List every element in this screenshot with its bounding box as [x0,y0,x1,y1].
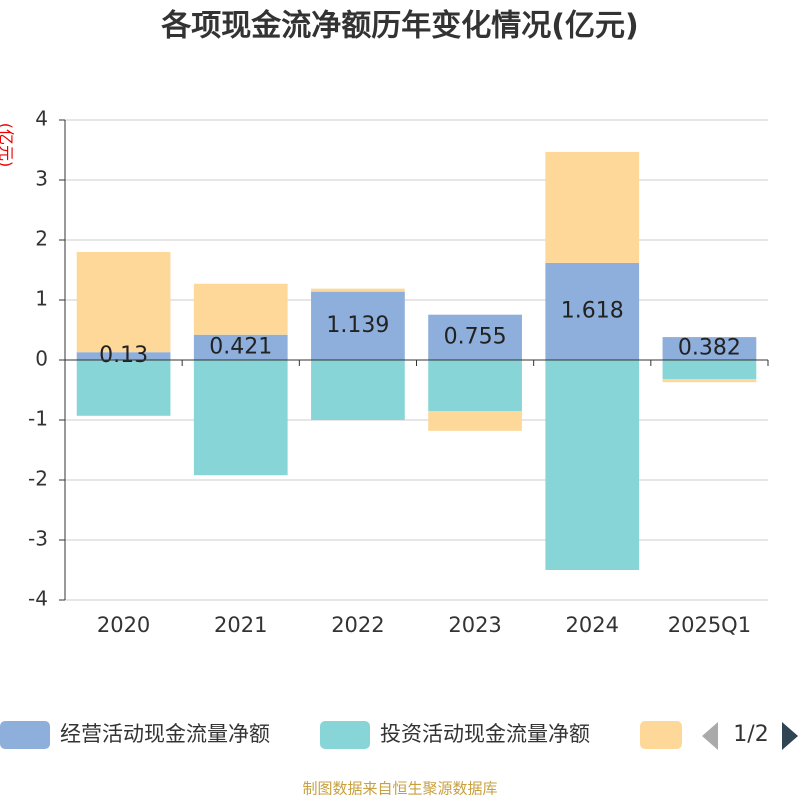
data-label: 1.618 [561,298,624,323]
legend-label: 经营活动现金流量净额 [60,722,270,746]
bar [193,360,288,476]
bar [311,360,405,420]
data-label: 0.421 [209,334,272,359]
x-tick-label: 2021 [214,613,267,637]
prev-page[interactable] [702,722,718,750]
bar [193,334,288,360]
bar [662,337,757,360]
bar [662,379,757,383]
y-tick-label: 4 [35,107,48,131]
data-label: 0.755 [444,324,507,349]
bar [76,360,171,416]
x-tick-label: 2020 [97,613,150,637]
bar [76,252,171,353]
bar [428,360,522,411]
legend-swatch [640,721,682,749]
y-tick-label: -4 [28,587,48,611]
x-tick-label: 2022 [331,613,384,637]
y-tick-label: -3 [28,527,48,551]
data-label: 1.139 [326,313,389,338]
pager: 1/2 [733,722,768,747]
bar [428,314,522,360]
next-page[interactable] [782,722,798,750]
x-tick-label: 2024 [566,613,619,637]
bar [428,411,522,431]
legend-label: 投资活动现金流量净额 [380,722,590,746]
bar [193,283,288,335]
source: 制图数据来自恒生聚源数据库 [302,780,497,798]
legend-swatch [320,721,370,749]
y-tick-label: 1 [35,287,48,311]
legend-swatch [0,721,50,749]
bar [662,360,757,380]
chart-title: 各项现金流净额历年变化情况(亿元) [160,9,638,44]
x-tick-label: 2025Q1 [668,613,751,637]
bar [311,291,405,360]
y-tick-label: -2 [28,467,48,491]
bar [76,352,171,360]
x-tick-label: 2023 [448,613,501,637]
data-label: 0.382 [678,336,741,361]
bar [311,288,405,292]
y-tick-label: 3 [35,167,48,191]
bar [545,360,640,570]
y-tick-label: 0 [35,347,48,371]
y-tick-label: -1 [28,407,48,431]
data-label: 0.13 [99,343,148,368]
y-axis-label: (亿元) [0,123,16,168]
bar [545,262,640,360]
y-tick-label: 2 [35,227,48,251]
bar [545,151,640,263]
